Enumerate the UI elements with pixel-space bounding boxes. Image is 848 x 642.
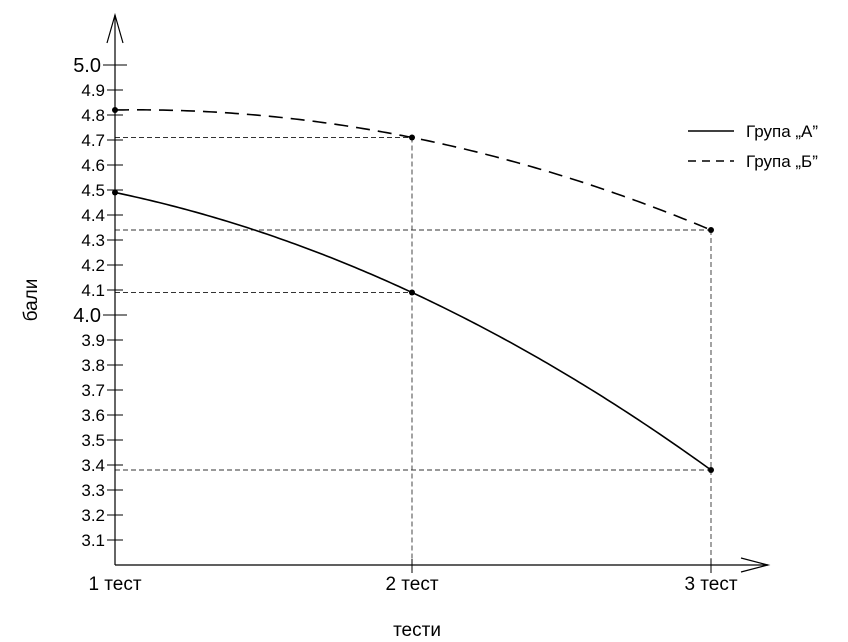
data-point <box>708 467 714 473</box>
y-tick-label: 4.1 <box>81 281 105 300</box>
y-ticks: 3.1 3.2 3.3 3.4 3.5 3.6 3.7 3.8 3.9 4.0 4.1 4.2 4.3 4… <box>73 55 127 550</box>
data-point <box>112 107 118 113</box>
y-tick-label: 3.7 <box>81 381 105 400</box>
x-axis-arrow <box>740 557 771 573</box>
y-tick-label: 4.9 <box>81 81 105 100</box>
y-tick-label: 4.8 <box>81 106 105 125</box>
y-tick-label: 5.0 <box>73 55 101 77</box>
y-tick-label: 3.9 <box>81 331 105 350</box>
y-tick-label: 3.2 <box>81 506 105 525</box>
y-tick-label: 3.8 <box>81 356 105 375</box>
x-ticks: 1 тест 2 тест 3 тест <box>88 559 738 595</box>
legend-label-series-a: Група „А” <box>746 122 818 141</box>
y-tick-label: 4.3 <box>81 231 105 250</box>
series-line-a <box>114 191 712 471</box>
x-tick-label: 2 тест <box>385 574 438 595</box>
legend-label-series-b: Група „Б” <box>746 152 818 171</box>
y-tick-label: 4.5 <box>81 181 105 200</box>
y-tick-label: 3.5 <box>81 431 105 450</box>
reference-guides <box>115 137 712 565</box>
data-point <box>409 134 415 141</box>
x-axis-title: тести <box>393 620 441 641</box>
y-tick-label: 3.3 <box>81 481 105 500</box>
x-tick-label: 1 тест <box>88 574 141 595</box>
y-tick-label: 3.6 <box>81 406 105 425</box>
y-tick-label: 3.4 <box>81 456 105 475</box>
y-tick-label: 4.4 <box>81 206 105 225</box>
y-tick-label: 4.0 <box>73 305 101 327</box>
data-point <box>708 227 714 233</box>
y-tick-label: 4.6 <box>81 156 105 175</box>
y-axis-title: бали <box>21 279 42 322</box>
y-tick-label: 4.7 <box>81 131 105 150</box>
y-axis-arrow <box>106 12 124 44</box>
legend: Група „А” Група „Б” <box>688 122 818 171</box>
y-tick-label: 3.1 <box>81 531 105 550</box>
data-point <box>112 189 118 196</box>
x-tick-label: 3 тест <box>684 574 737 595</box>
axes <box>106 12 771 573</box>
data-point <box>409 289 415 296</box>
y-tick-label: 4.2 <box>81 256 105 275</box>
data-points <box>112 107 714 473</box>
series-line-b <box>114 109 712 231</box>
